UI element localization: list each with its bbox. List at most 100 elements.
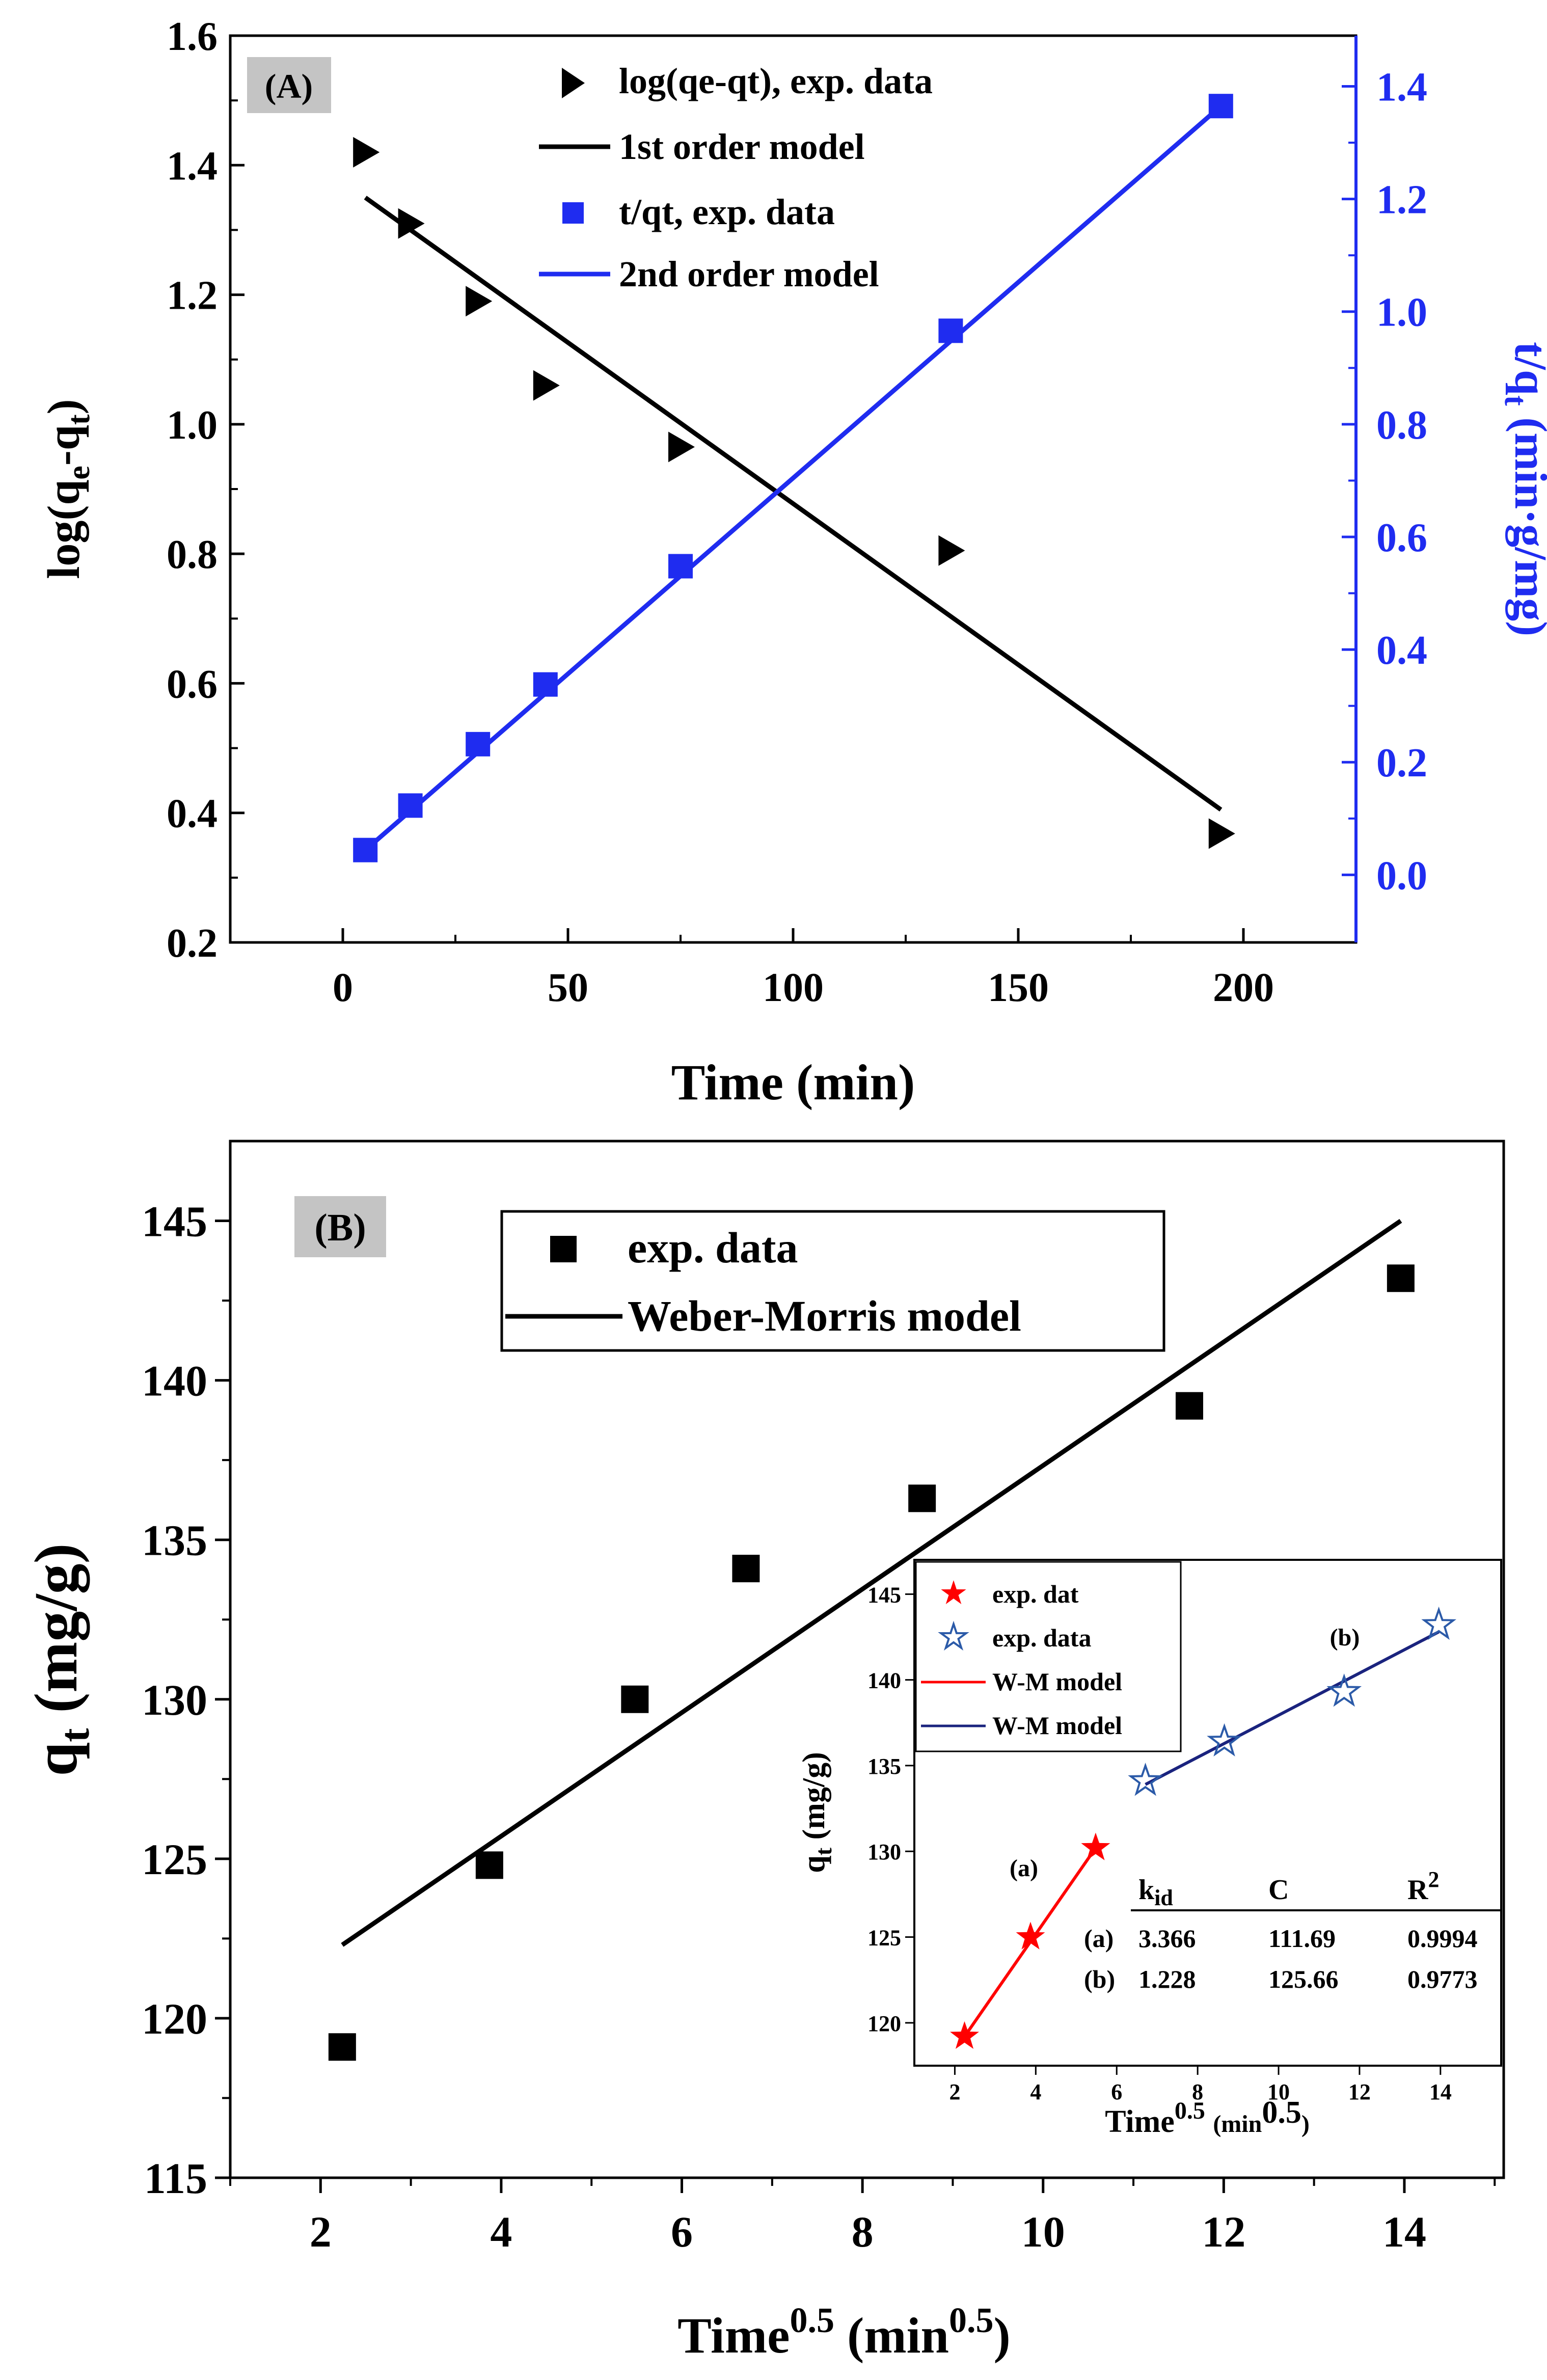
a-right-tick-label: 1.0 <box>1376 290 1427 335</box>
b-square-point <box>732 1555 760 1583</box>
a-square-point <box>938 318 963 343</box>
panel-a-right-axis-title: t/qt (min·g/mg) <box>1498 342 1547 636</box>
inset-x-tick-label: 10 <box>1267 2079 1290 2104</box>
a-right-tick-label: 0.2 <box>1376 741 1427 786</box>
panel-a-label: (A) <box>265 67 313 105</box>
panel-a-x-axis-title: Time (min) <box>671 1054 915 1111</box>
a-right-tick-label: 0.8 <box>1376 403 1427 448</box>
b-x-tick-label: 8 <box>852 2207 874 2256</box>
panel-a-chart: 0 50 100 150 200 0.2 0.4 0.6 0.8 1.0 1.2 1.4 1.6 0.… <box>39 14 1547 1111</box>
b-x-tick-label: 10 <box>1021 2207 1065 2256</box>
b-y-tick-label: 120 <box>142 1994 207 2043</box>
inset-legend-marker-a <box>941 1580 966 1604</box>
inset-x-tick-label: 6 <box>1111 2079 1122 2104</box>
b-y-tick-label: 115 <box>144 2154 207 2203</box>
a-triangle-point <box>668 431 695 463</box>
panel-b-y-title-unit: (mg/g) <box>22 1543 90 1713</box>
a-left-tick-label: 0.8 <box>167 532 218 577</box>
a-left-tick-label: 1.0 <box>167 403 218 448</box>
b-square-point <box>475 1851 503 1879</box>
a-model-line <box>364 196 1223 812</box>
a-right-tick-label: 0.6 <box>1376 516 1427 560</box>
inset-legend-marker-b <box>938 1620 969 1651</box>
legend-label-log-data: log(qe-qt), exp. data <box>619 61 933 101</box>
inset-table-row-b-kid: 1.228 <box>1138 1965 1196 1993</box>
panel-a-legend: log(qe-qt), exp. data 1st order model t/… <box>539 61 933 294</box>
inset-x-tick-label: 14 <box>1429 2079 1452 2104</box>
legend-label-second-order: 2nd order model <box>619 254 879 294</box>
a-triangle-point <box>533 370 560 401</box>
legend-label-weber-morris: Weber-Morris model <box>628 1291 1021 1340</box>
a-x-tick-label: 100 <box>763 965 824 1010</box>
a-triangle-point <box>353 137 380 168</box>
a-left-tick-label: 0.4 <box>167 792 218 836</box>
inset-table-row-b-r2: 0.9773 <box>1407 1965 1478 1993</box>
a-square-point <box>466 732 491 756</box>
panel-b-plot-frame <box>229 1140 1505 2179</box>
panel-b-x-axis-title: Time0.5 (min0.5) <box>677 2301 1011 2364</box>
a-x-tick-label: 50 <box>548 965 588 1010</box>
inset-legend-label-a: exp. dat <box>992 1580 1079 1608</box>
inset-x-tick-label: 2 <box>949 2079 960 2104</box>
b-y-tick-label: 140 <box>142 1357 207 1405</box>
inset-chart: 2 4 6 8 10 12 14 120 125 130 135 140 145 exp. dat e… <box>797 1559 1502 2139</box>
inset-table-header-c: C <box>1268 1874 1289 1906</box>
inset-star-point-b <box>1326 1673 1362 1707</box>
panel-b-x-title-unit: (min <box>847 2307 949 2364</box>
a-x-tick-label: 150 <box>988 965 1049 1010</box>
panel-b-x-title-unit-exp: 0.5 <box>949 2301 994 2340</box>
a-triangle-point <box>1208 818 1235 849</box>
inset-legend-label-b: exp. data <box>992 1624 1091 1652</box>
panel-b-y-axis-title: qt (mg/g) <box>22 1543 98 1776</box>
a-square-point <box>1208 94 1233 119</box>
a-x-tick-label: 0 <box>333 965 353 1010</box>
inset-y-tick-label: 140 <box>867 1668 901 1693</box>
legend-label-tqt-data: t/qt, exp. data <box>619 192 835 232</box>
inset-table-row-b-c: 125.66 <box>1268 1965 1339 1993</box>
a-square-point <box>398 793 423 818</box>
inset-table-row-a-kid: 3.366 <box>1138 1924 1196 1953</box>
a-x-tick-label: 200 <box>1213 965 1274 1010</box>
inset-x-axis-title: Time0.5 (min0.5) <box>1105 2095 1310 2139</box>
legend-marker-tqt-data <box>562 202 584 224</box>
legend-marker-log-data <box>562 68 585 98</box>
b-square-point <box>1175 1392 1203 1420</box>
inset-x-tick-label: 4 <box>1030 2079 1041 2104</box>
panel-b-chart: 2 4 6 8 10 12 14 115 120 125 130 135 140 145 (B) exp… <box>22 1140 1505 2364</box>
inset-model-line <box>1145 1630 1440 1786</box>
inset-table-row-a-c: 111.69 <box>1268 1924 1336 1953</box>
b-x-tick-label: 2 <box>310 2207 332 2256</box>
a-square-point <box>353 837 378 862</box>
b-x-tick-label: 14 <box>1382 2207 1426 2256</box>
panel-b-x-title-close: ) <box>994 2307 1011 2364</box>
b-square-point <box>621 1685 649 1713</box>
inset-star-point-b <box>1421 1606 1456 1640</box>
a-right-tick-label: 1.4 <box>1376 65 1427 110</box>
panel-b-x-title-exp: 0.5 <box>790 2301 835 2340</box>
inset-table-row-a-label: (a) <box>1084 1924 1114 1953</box>
legend-label-first-order: 1st order model <box>619 126 865 167</box>
inset-y-axis-title: qt (mg/g) <box>797 1752 836 1873</box>
inset-y-tick-label: 125 <box>867 1926 901 1951</box>
inset-star-point-a <box>1081 1832 1110 1860</box>
a-right-tick-label: 0.4 <box>1376 628 1427 673</box>
b-y-tick-label: 130 <box>142 1675 207 1724</box>
a-left-tick-label: 0.2 <box>167 921 218 966</box>
a-model-line <box>364 104 1223 852</box>
inset-star-point-b <box>1128 1763 1163 1796</box>
b-x-tick-label: 6 <box>671 2207 693 2256</box>
inset-stats-table: kid C R2 (a) 3.366 111.69 0.9994 (b) 1.2… <box>1084 1867 1500 1993</box>
b-y-tick-label: 135 <box>142 1516 207 1565</box>
a-left-tick-label: 0.6 <box>167 662 218 707</box>
inset-y-tick-label: 135 <box>867 1754 901 1779</box>
inset-star-point-b <box>1207 1723 1242 1757</box>
a-right-tick-label: 1.2 <box>1376 178 1427 223</box>
a-left-tick-label: 1.4 <box>167 144 218 188</box>
panel-b-label: (B) <box>314 1206 366 1249</box>
legend-marker-exp-data <box>550 1236 577 1262</box>
b-y-tick-label: 145 <box>142 1197 207 1246</box>
a-square-point <box>533 672 558 697</box>
b-square-point <box>1387 1264 1415 1292</box>
panel-a-label-box <box>247 57 331 113</box>
